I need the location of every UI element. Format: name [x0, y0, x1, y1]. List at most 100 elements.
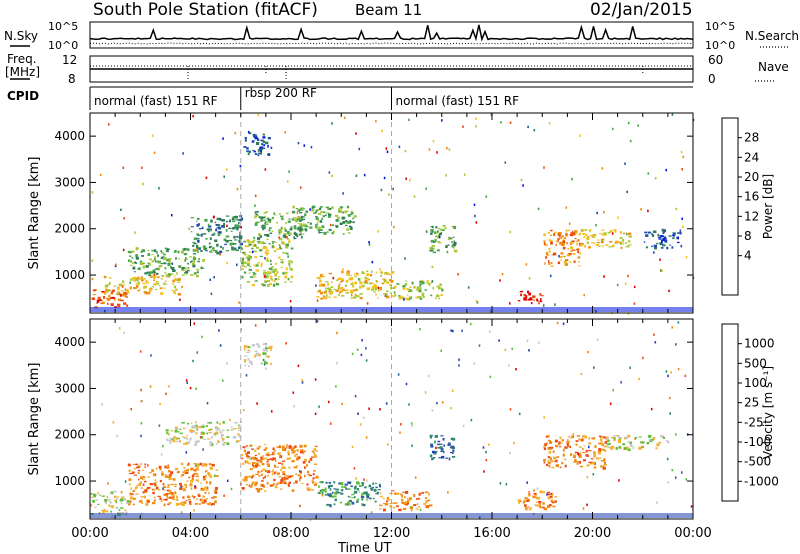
- echo-cell: [262, 343, 266, 346]
- echo-cell: [452, 446, 455, 450]
- echo-cell: [140, 434, 142, 438]
- echo-cell: [526, 500, 529, 502]
- echo-cell: [375, 120, 377, 123]
- echo-cell: [550, 240, 553, 242]
- echo-cell: [364, 491, 368, 495]
- echo-cell: [190, 260, 194, 262]
- echo-cell: [440, 349, 442, 352]
- echo-cell: [403, 298, 405, 301]
- echo-cell: [199, 462, 203, 466]
- echo-cell: [289, 267, 293, 271]
- echo-cell: [453, 245, 455, 249]
- echo-cell: [571, 240, 575, 243]
- echo-cell: [94, 506, 97, 508]
- echo-cell: [298, 470, 301, 473]
- echo-cell: [324, 296, 328, 300]
- echo-cell: [562, 453, 565, 457]
- echo-cell: [342, 233, 345, 235]
- echo-cell: [97, 491, 100, 494]
- echo-cell: [252, 274, 256, 276]
- echo-cell: [135, 493, 139, 495]
- echo-cell: [200, 432, 203, 435]
- echo-cell: [292, 446, 296, 448]
- echo-cell: [548, 260, 550, 264]
- echo-cell: [576, 461, 580, 463]
- echo-cell: [371, 286, 375, 289]
- echo-cell: [374, 287, 377, 291]
- echo-cell: [482, 446, 485, 449]
- echo-cell: [434, 238, 437, 242]
- echo-cell: [447, 238, 451, 241]
- echo-cell: [628, 232, 632, 236]
- echo-cell: [361, 284, 365, 288]
- echo-cell: [184, 267, 187, 270]
- echo-cell: [260, 470, 263, 472]
- echo-cell: [264, 141, 269, 145]
- echo-cell: [255, 269, 259, 272]
- echo-cell: [650, 439, 653, 442]
- echo-cell: [133, 467, 137, 470]
- echo-cell: [578, 261, 580, 263]
- echo-cell: [392, 295, 395, 298]
- echo-cell: [259, 152, 263, 155]
- echo-cell: [652, 230, 657, 234]
- echo-cell: [204, 247, 207, 251]
- echo-cell: [593, 451, 596, 453]
- echo-cell: [667, 440, 670, 444]
- echo-cell: [561, 461, 564, 465]
- echo-cell: [103, 508, 106, 512]
- echo-cell: [288, 261, 291, 265]
- echo-cell: [132, 497, 136, 500]
- echo-cell: [269, 277, 273, 280]
- echo-cell: [146, 271, 150, 274]
- echo-cell: [342, 289, 346, 291]
- echo-cell: [183, 427, 186, 430]
- echo-cell: [574, 451, 579, 454]
- echo-cell: [108, 277, 112, 279]
- echo-cell: [571, 435, 575, 438]
- echo-cell: [353, 496, 356, 499]
- echo-cell: [270, 278, 274, 281]
- echo-cell: [262, 462, 264, 466]
- echo-cell: [288, 445, 292, 448]
- echo-cell: [332, 276, 335, 280]
- echo-cell: [111, 290, 113, 294]
- echo-cell: [572, 232, 576, 236]
- echo-cell: [319, 481, 322, 484]
- echo-cell: [543, 445, 546, 448]
- echo-cell: [370, 488, 373, 491]
- echo-cell: [607, 443, 611, 446]
- echo-cell: [186, 495, 190, 499]
- echo-cell: [662, 435, 665, 438]
- echo-cell: [421, 293, 425, 295]
- echo-cell: [279, 213, 281, 216]
- echo-layer: [91, 113, 695, 315]
- echo-cell: [389, 284, 392, 286]
- echo-cell: [651, 438, 654, 441]
- echo-cell: [327, 485, 331, 487]
- echo-cell: [682, 225, 684, 229]
- echo-cell: [205, 475, 207, 478]
- colorbar-tick-label: 25: [744, 396, 759, 410]
- echo-cell: [311, 479, 314, 482]
- echo-cell: [579, 465, 584, 468]
- echo-cell: [438, 234, 441, 237]
- echo-cell: [252, 243, 256, 247]
- echo-cell: [600, 239, 604, 242]
- echo-cell: [276, 466, 279, 468]
- echo-cell: [194, 486, 197, 489]
- echo-cell: [166, 248, 170, 250]
- echo-cell: [200, 250, 203, 252]
- echo-cell: [463, 173, 466, 176]
- echo-cell: [271, 266, 274, 268]
- echo-cell: [183, 467, 186, 469]
- echo-cell: [654, 177, 657, 180]
- echo-cell: [329, 291, 334, 294]
- echo-cell: [160, 250, 163, 253]
- echo-cell: [607, 439, 610, 443]
- echo-cell: [163, 257, 166, 259]
- y-tick-label: 4000: [54, 129, 85, 143]
- echo-cell: [164, 272, 167, 274]
- echo-cell: [579, 455, 582, 458]
- echo-cell: [288, 484, 290, 487]
